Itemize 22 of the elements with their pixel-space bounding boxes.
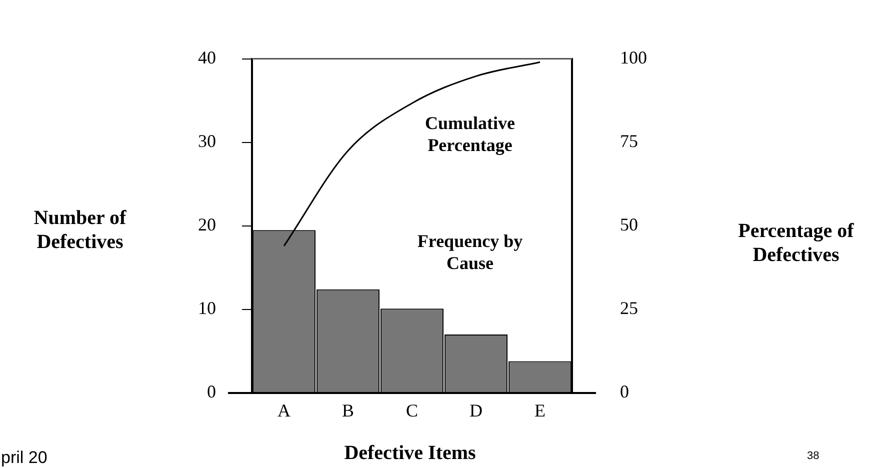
x-tick-label: C (406, 400, 418, 421)
y2-tick-label: 100 (620, 48, 647, 68)
y2-tick-label: 75 (620, 131, 638, 152)
x-tick-label: E (534, 400, 546, 421)
y-tick-label: 10 (198, 298, 216, 318)
annotation: Cumulative Percentage (424, 112, 516, 156)
y2-tick-label: 25 (620, 298, 638, 318)
y-axis-title: Number of Defectives (32, 206, 128, 254)
y-tick-label: 0 (207, 382, 216, 402)
y-tick-label: 30 (198, 131, 216, 152)
x-tick-label: B (342, 400, 354, 421)
x-axis-title: Defective Items (343, 441, 477, 465)
x-tick-label: A (278, 400, 290, 421)
y2-axis-title: Percentage of Defectives (737, 219, 855, 267)
text: 38 (807, 450, 820, 462)
y-tick-label: 20 (198, 214, 216, 235)
text: pril 20 (1, 448, 48, 468)
annotation: Frequency by Cause (416, 230, 524, 274)
y2-tick-label: 50 (620, 214, 638, 235)
x-tick-label: D (470, 400, 482, 421)
y-tick-label: 40 (198, 48, 216, 68)
y2-tick-label: 0 (620, 382, 629, 402)
